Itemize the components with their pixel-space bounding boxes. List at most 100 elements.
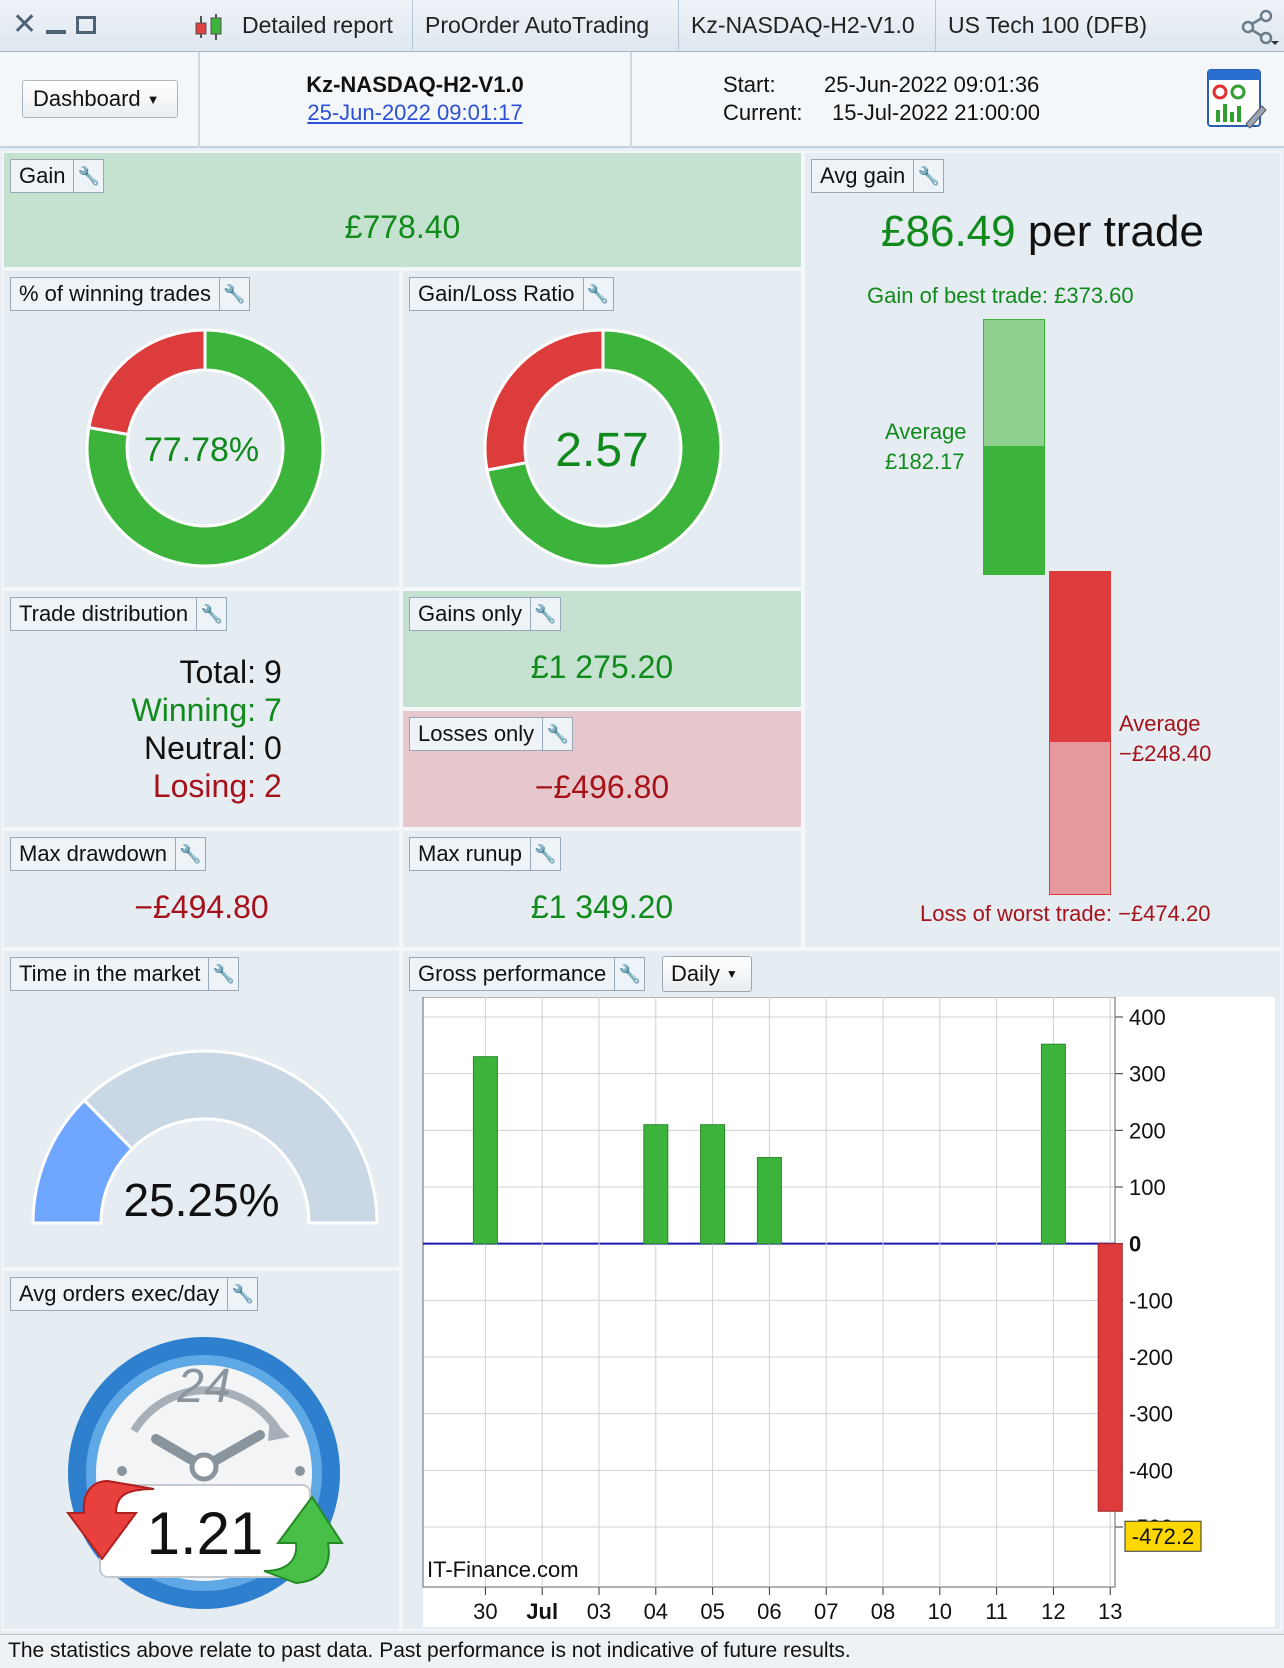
y-tick-label: 0 [1129,1232,1141,1257]
wrench-icon[interactable]: 🔧 [529,838,560,870]
period-dropdown[interactable]: Daily ▼ [662,956,752,992]
x-tick-label: 12 [1041,1599,1065,1624]
avg-gain-bar [983,447,1045,575]
x-tick-label: 11 [985,1599,1008,1624]
time-in-market-track [82,1049,379,1225]
winning-slice [85,328,325,568]
gains-only-label: Gains only [418,601,522,626]
neutral-value: 0 [264,730,282,766]
neutral-label: Neutral: [143,730,256,766]
y-tick-label: 100 [1129,1175,1166,1200]
maximize-icon[interactable] [76,16,96,34]
dial-number: 24 [177,1360,231,1413]
bar [1097,1243,1123,1512]
bar [472,1056,498,1245]
gross-performance-tag[interactable]: Gross performance 🔧 [409,957,646,991]
avg-orders-tag[interactable]: Avg orders exec/day 🔧 [10,1277,259,1311]
max-runup-tag[interactable]: Max runup 🔧 [409,837,561,871]
gain-loss-ratio-tag[interactable]: Gain/Loss Ratio 🔧 [409,277,614,311]
worst-trade-label: Loss of worst trade: −£474.20 [920,901,1211,926]
gain-loss-ratio-panel: Gain/Loss Ratio 🔧 2.57 [401,269,803,589]
wrench-icon[interactable]: 🔧 [174,838,205,870]
avg-gain-label: Avg gain [820,163,906,188]
wrench-icon[interactable]: 🔧 [219,278,249,310]
wrench-icon[interactable]: 🔧 [582,278,613,310]
time-in-market-tag[interactable]: Time in the market 🔧 [10,957,240,991]
y-tick-label: 400 [1129,1005,1166,1030]
wrench-icon[interactable]: 🔧 [614,958,644,990]
dashboard-label: Dashboard [33,86,141,111]
bar [1040,1043,1066,1245]
time-in-market-panel: Time in the market 🔧 25.25% [2,949,401,1269]
avg-gain-summary: £86.49 per trade [805,207,1280,257]
instrument-tab[interactable]: US Tech 100 (DFB) [935,0,1159,51]
x-tick-label: 07 [814,1599,838,1624]
autotrading-tab-label: ProOrder AutoTrading [425,12,650,38]
start-label: Start: [723,72,776,97]
winning-value: 77.78% [143,431,260,469]
avg-gain-value: £86.49 [881,207,1016,256]
winning-count-label: Winning: [131,692,257,728]
wrench-icon[interactable]: 🔧 [227,1278,257,1310]
x-tick-label: 08 [871,1599,895,1624]
time-in-market-label: Time in the market [19,961,201,986]
gain-label: Gain [19,163,66,188]
avg-gain-tag[interactable]: Avg gain 🔧 [811,159,945,193]
max-drawdown-tag[interactable]: Max drawdown 🔧 [10,837,206,871]
avg-gain-bar-label: Average [885,419,967,444]
bar [756,1157,782,1245]
x-tick-label: 30 [473,1599,497,1624]
wrench-icon[interactable]: 🔧 [73,160,103,192]
bar [700,1124,726,1245]
strategy-date-link[interactable]: 25-Jun-2022 09:01:17 [307,100,523,125]
gain-value: £778.40 [344,209,461,245]
gain-tag[interactable]: Gain 🔧 [10,159,105,193]
time-in-market-gauge [31,1049,379,1225]
gross-performance-chart: 4003002001000-100-200-300-400-50030Jul03… [422,997,1275,1627]
x-tick-label: 06 [757,1599,781,1624]
strategy-header [0,52,1284,148]
worst-trade-bar [1049,741,1111,895]
report-tab-label: Detailed report [242,12,393,38]
autotrading-tab[interactable]: ProOrder AutoTrading [412,0,661,51]
candlestick-icon [192,14,228,40]
dashboard-dropdown[interactable]: Dashboard ▼ [22,80,178,118]
gain-slice [485,328,723,568]
distribution-values: 9 7 0 2 [264,653,282,805]
minimize-icon[interactable] [46,30,66,34]
value-highlight-label: -472.2 [1132,1524,1194,1549]
losses-only-tag[interactable]: Losses only 🔧 [409,717,574,751]
x-tick-label: 04 [644,1599,668,1624]
avg-loss-bar-value: −£248.40 [1119,741,1212,766]
gains-only-tag[interactable]: Gains only 🔧 [409,597,561,631]
close-icon[interactable]: ✕ [12,8,38,41]
best-trade-bar [983,319,1045,447]
bar [643,1124,669,1245]
wrench-icon[interactable]: 🔧 [542,718,572,750]
avg-gain-panel: Avg gain 🔧 £86.49 per trade Gain of best… [803,151,1282,949]
period-label: Daily [671,961,720,986]
avg-loss-bar [1049,571,1111,741]
strategy-tab[interactable]: Kz-NASDAQ-H2-V1.0 [678,0,927,51]
max-runup-panel: Max runup 🔧 £1 349.20 [401,829,803,949]
x-tick-label: 13 [1098,1599,1122,1624]
avg-loss-bar-label: Average [1119,711,1201,736]
wrench-icon[interactable]: 🔧 [529,598,560,630]
wrench-icon[interactable]: 🔧 [913,160,943,192]
report-tab[interactable]: Detailed report [230,0,405,51]
chart-watermark: IT-Finance.com [427,1557,579,1582]
wrench-icon[interactable]: 🔧 [208,958,238,990]
chevron-down-icon: ▼ [146,91,160,107]
avg-orders-label: Avg orders exec/day [19,1281,220,1306]
report-settings-icon[interactable] [1206,66,1268,130]
winning-donut [85,328,325,568]
share-icon[interactable] [1238,8,1280,46]
winning-count-value: 7 [264,692,282,728]
chevron-down-icon: ▼ [725,967,738,981]
winning-trades-tag[interactable]: % of winning trades 🔧 [10,277,250,311]
x-tick-label: Jul [526,1599,558,1624]
distribution-labels: Total: Winning: Neutral: Losing: [4,653,257,805]
disclaimer-footer: The statistics above relate to past data… [0,1634,1284,1668]
trade-distribution-tag[interactable]: Trade distribution 🔧 [10,597,228,631]
wrench-icon[interactable]: 🔧 [196,598,226,630]
